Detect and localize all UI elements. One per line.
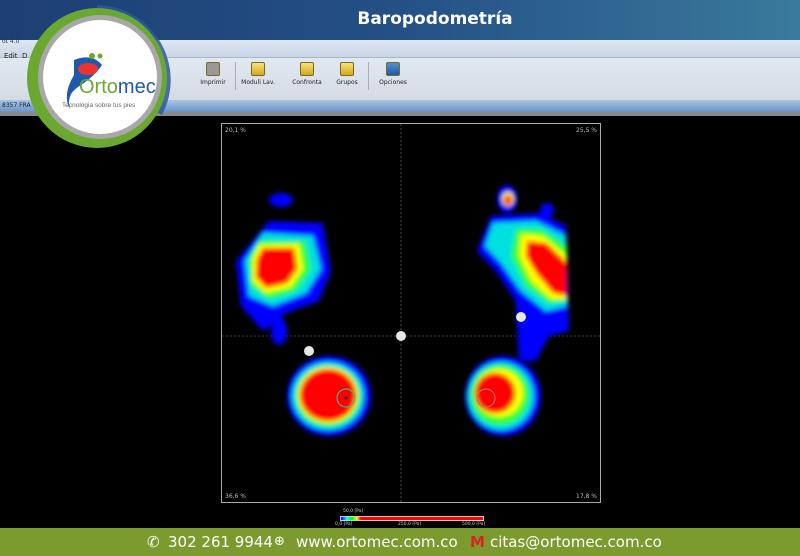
menu-d[interactable]: D <box>22 52 28 60</box>
patient-strip: 8357 FRA <box>0 100 800 112</box>
ortomec-logo: Ortomec Tecnologia sobre tus pies <box>27 5 171 148</box>
globe-icon: ⊕ <box>274 534 285 549</box>
right-cop-dot <box>516 312 526 322</box>
center-cop-dot <box>396 331 406 341</box>
heatmap <box>222 124 600 502</box>
menu-edit[interactable]: Edit <box>4 52 18 60</box>
print-button[interactable]: Imprimir <box>198 62 228 86</box>
logo-wordmark: Ortomec <box>79 76 156 98</box>
left-forefoot <box>236 193 331 345</box>
module-icon <box>251 62 265 76</box>
moduli-lav-button[interactable]: Moduli Lav. <box>240 62 276 86</box>
contact-footer: ✆ 302 261 9944 ⊕ www.ortomec.com.co M ci… <box>0 528 800 556</box>
logo-tagline: Tecnologia sobre tus pies <box>62 102 136 109</box>
bottom-left-percent: 36,6 % <box>225 493 246 500</box>
right-center-marker <box>476 388 496 408</box>
email-link[interactable]: citas@ortomec.com.co <box>490 533 662 551</box>
separator <box>235 62 236 90</box>
confronta-button[interactable]: Confronta <box>290 62 324 86</box>
groups-icon <box>340 62 354 76</box>
grupos-button[interactable]: Grupos <box>334 62 360 86</box>
menu-bar: ot 4.0 Edit D <box>0 38 800 60</box>
separator <box>368 62 369 90</box>
right-forefoot <box>477 185 569 361</box>
opciones-button[interactable]: Opciones <box>378 62 408 86</box>
page-title: Baropodometría <box>357 9 513 29</box>
whatsapp-icon: ✆ <box>147 533 160 551</box>
mail-icon: M <box>470 533 485 551</box>
top-right-percent: 25,5 % <box>576 127 597 134</box>
printer-icon <box>206 62 220 76</box>
left-center-marker <box>336 388 356 408</box>
website-link[interactable]: www.ortomec.com.co <box>296 533 458 551</box>
pressure-map: 20,1 % 25,5 % 36,6 % 17,8 % <box>221 123 601 503</box>
phone-number[interactable]: 302 261 9944 <box>168 533 273 551</box>
left-cop-dot <box>304 346 314 356</box>
window-title: ot 4.0 <box>2 38 20 45</box>
left-heel <box>287 356 371 436</box>
scale-bar <box>340 516 484 521</box>
tab-strip <box>0 112 800 116</box>
right-heel <box>465 356 541 436</box>
bottom-right-percent: 17,8 % <box>576 493 597 500</box>
pressure-scale: 50,0 [Pa] 0,0 [Pa] 250,0 [Pa] 500,0 [Pa] <box>335 509 486 527</box>
options-icon <box>386 62 400 76</box>
top-left-percent: 20,1 % <box>225 127 246 134</box>
compare-icon <box>300 62 314 76</box>
